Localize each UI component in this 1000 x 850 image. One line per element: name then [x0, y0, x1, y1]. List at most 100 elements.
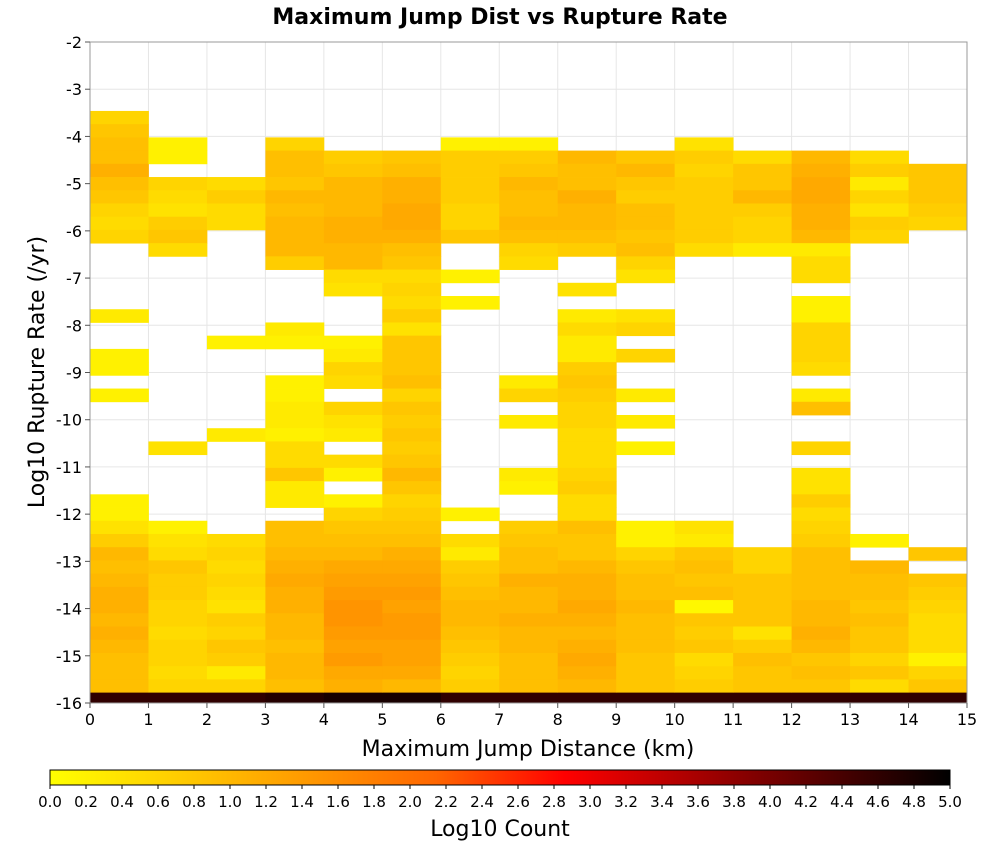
heatmap-cell — [499, 481, 559, 495]
heatmap-cell — [265, 375, 325, 389]
heatmap-cell — [148, 203, 208, 218]
heatmap-cell — [265, 243, 325, 257]
heatmap-cell — [791, 613, 851, 627]
colorbar-tick-label: 0.8 — [182, 793, 206, 811]
heatmap-cell — [557, 600, 617, 614]
heatmap-cell — [206, 573, 266, 588]
heatmap-cell — [382, 282, 442, 297]
heatmap-cell — [616, 269, 676, 284]
heatmap-cell — [440, 150, 500, 165]
heatmap-cell — [499, 163, 559, 178]
heatmap-cell — [499, 573, 559, 588]
heatmap-cell — [440, 573, 500, 588]
heatmap-cell — [382, 454, 442, 469]
heatmap-cell — [674, 216, 734, 231]
heatmap-cell — [616, 309, 676, 323]
heatmap-cell — [148, 652, 208, 667]
heatmap-cell — [499, 203, 559, 218]
heatmap-cell — [206, 679, 266, 694]
heatmap-cell — [908, 586, 968, 601]
heatmap-cell — [791, 348, 851, 363]
heatmap-cell — [90, 507, 149, 522]
y-tick-label: -14 — [56, 600, 82, 619]
heatmap-cell — [90, 150, 149, 165]
heatmap-cell — [90, 203, 149, 218]
heatmap-cell — [499, 652, 559, 667]
heatmap-cell — [850, 613, 909, 627]
heatmap-cell — [148, 666, 208, 680]
heatmap-cell — [265, 692, 325, 704]
heatmap-cell — [850, 652, 909, 667]
heatmap-cell — [265, 163, 325, 178]
heatmap-cell — [674, 533, 734, 548]
heatmap-cell — [148, 533, 208, 548]
heatmap-cell — [850, 692, 909, 704]
heatmap-cell — [499, 190, 559, 204]
y-tick-label: -4 — [66, 127, 82, 146]
heatmap-cell — [323, 692, 383, 704]
heatmap-cell — [616, 229, 676, 244]
heatmap-cell — [616, 560, 676, 575]
heatmap-cell — [440, 229, 500, 244]
heatmap-cell — [323, 639, 383, 654]
heatmap-cell — [382, 613, 442, 627]
y-tick-label: -7 — [66, 269, 82, 288]
heatmap-cell — [90, 573, 149, 588]
heatmap-cell — [265, 256, 325, 270]
heatmap-cell — [733, 150, 792, 165]
heatmap-cell — [499, 560, 559, 575]
heatmap-cell — [382, 586, 442, 601]
heatmap-cell — [733, 639, 792, 654]
heatmap-cell — [323, 203, 383, 218]
heatmap-cell — [616, 679, 676, 694]
x-axis-ticks: 0 1 2 3 4 5 6 7 8 9 10 11 12 13 14 15 — [85, 703, 977, 729]
heatmap-cell — [265, 573, 325, 588]
colorbar-tick-label: 3.0 — [578, 793, 602, 811]
heatmap-cell — [850, 533, 909, 548]
heatmap-cell — [382, 560, 442, 575]
heatmap-cell — [265, 639, 325, 654]
heatmap-cell — [616, 163, 676, 178]
heatmap-cell — [674, 177, 734, 191]
heatmap-cell — [323, 243, 383, 257]
heatmap-cell — [733, 613, 792, 627]
heatmap-cell — [674, 560, 734, 575]
heatmap-cell — [323, 269, 383, 284]
heatmap-cell — [557, 639, 617, 654]
heatmap-cell — [382, 494, 442, 508]
heatmap-cell — [557, 533, 617, 548]
heatmap-cell — [791, 256, 851, 270]
heatmap-cell — [908, 666, 968, 680]
colorbar-tick-label: 5.0 — [938, 793, 962, 811]
heatmap-cell — [265, 481, 325, 495]
heatmap-cell — [557, 309, 617, 323]
heatmap-cell — [90, 600, 149, 614]
x-tick-label: 7 — [494, 710, 504, 729]
heatmap-cell — [90, 652, 149, 667]
heatmap-cell — [440, 586, 500, 601]
colorbar-tick-label: 1.8 — [362, 793, 386, 811]
heatmap-cell — [90, 679, 149, 694]
colorbar — [49, 769, 951, 786]
heatmap-cell — [382, 362, 442, 376]
heatmap-cell — [382, 269, 442, 284]
heatmap-cell — [206, 560, 266, 575]
heatmap-cell — [557, 679, 617, 694]
heatmap-cell — [674, 613, 734, 627]
heatmap-cell — [90, 229, 149, 244]
heatmap-cell — [148, 692, 208, 704]
heatmap-cell — [440, 269, 500, 284]
heatmap-cell — [265, 335, 325, 350]
heatmap-cell — [674, 652, 734, 667]
x-tick-label: 10 — [664, 710, 684, 729]
heatmap-cell — [440, 613, 500, 627]
heatmap-cell — [206, 216, 266, 231]
heatmap-cell — [323, 454, 383, 469]
heatmap-cell — [557, 203, 617, 218]
y-tick-label: -13 — [56, 552, 82, 571]
heatmap-cell — [791, 229, 851, 244]
heatmap-cell — [674, 190, 734, 204]
heatmap-cell — [616, 388, 676, 403]
y-tick-label: -8 — [66, 316, 82, 335]
